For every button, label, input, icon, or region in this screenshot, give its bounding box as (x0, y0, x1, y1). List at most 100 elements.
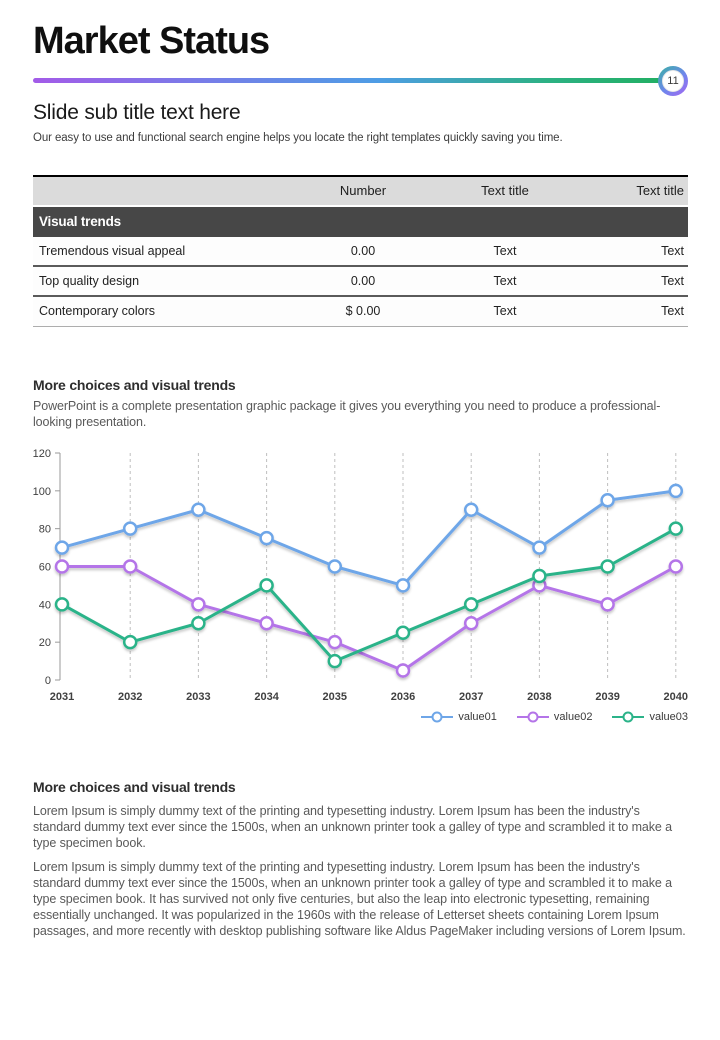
legend-marker-icon (516, 711, 549, 723)
table-header-row: Number Text title Text title (33, 176, 688, 205)
data-point (600, 597, 615, 612)
table-header-cell: Text title (636, 183, 684, 199)
slide-subtitle: Slide sub title text here (33, 100, 241, 124)
table-row: Top quality design 0.00 Text Text (33, 266, 688, 297)
series-value01 (54, 483, 684, 594)
text-section-heading: More choices and visual trends (33, 779, 236, 796)
x-tick-label: 2033 (186, 691, 210, 703)
series-line (60, 489, 678, 588)
data-point (395, 625, 411, 641)
legend-label: value03 (649, 711, 688, 724)
y-tick-label: 0 (45, 675, 51, 687)
data-point (122, 521, 138, 537)
x-tick-label: 2034 (254, 691, 279, 703)
y-tick-label: 80 (39, 524, 51, 536)
x-tick-label: 2038 (527, 691, 551, 703)
row-number: 0.00 (350, 243, 376, 258)
chart-legend: value01 value02 value03 (30, 711, 688, 723)
table-section-header: Visual trends (33, 206, 688, 237)
data-point (668, 559, 684, 575)
data-point (463, 597, 479, 612)
slide: Market Status 11 Slide sub title text he… (33, 20, 688, 939)
data-point (395, 663, 411, 679)
x-tick-label: 2031 (50, 691, 74, 703)
data-point (395, 578, 411, 594)
row-label: Tremendous visual appeal (39, 243, 186, 258)
y-tick-label: 60 (39, 562, 51, 574)
data-point (191, 597, 206, 612)
row-label: Top quality design (39, 273, 140, 288)
legend-marker-icon (421, 711, 454, 723)
legend-item-value02: value02 (516, 711, 593, 724)
page-number: 11 (662, 69, 684, 92)
table-header-cell: Number (339, 183, 387, 199)
legend-label: value02 (553, 711, 593, 724)
row-number: 0.00 (350, 273, 376, 288)
data-point (668, 521, 684, 537)
row-text: Text (493, 304, 517, 319)
paragraph: Lorem Ipsum is simply dummy text of the … (33, 804, 672, 851)
table-row: Tremendous visual appeal 0.00 Text Text (33, 236, 688, 267)
chart-section-body: PowerPoint is a complete presentation gr… (33, 398, 661, 430)
row-text: Text (493, 273, 517, 288)
y-tick-label: 20 (39, 638, 51, 650)
data-point (122, 559, 138, 575)
x-tick-label: 2036 (391, 691, 415, 703)
data-point (122, 635, 138, 650)
legend-item-value01: value01 (421, 711, 497, 723)
row-text: Text (661, 243, 684, 258)
paragraph: Lorem Ipsum is simply dummy text of the … (33, 860, 686, 939)
series-line (60, 565, 678, 673)
y-tick-label: 100 (33, 486, 51, 498)
page-number-badge: 11 (658, 65, 688, 96)
chart-section: More choices and visual trends PowerPoin… (33, 377, 688, 724)
chart-section-heading: More choices and visual trends (33, 376, 236, 393)
data-table: Number Text title Text title Visual tren… (33, 174, 688, 327)
page-title: Market Status (33, 20, 270, 62)
legend-marker-icon (612, 711, 645, 723)
series-value03 (54, 521, 684, 669)
series-value02 (54, 559, 684, 679)
table-row: Contemporary colors $ 0.00 Text Text (33, 296, 688, 327)
data-point (191, 502, 206, 518)
y-tick-label: 40 (39, 600, 51, 612)
y-tick-label: 120 (33, 448, 51, 460)
data-point (54, 540, 70, 556)
data-point (600, 559, 615, 575)
data-point (463, 616, 479, 631)
x-tick-label: 2040 (664, 691, 688, 703)
row-text: Text (493, 243, 517, 258)
data-point (191, 616, 206, 631)
data-point (54, 559, 70, 575)
data-point (259, 531, 274, 546)
legend-label: value01 (458, 711, 497, 724)
row-number: $ 0.00 (345, 304, 381, 319)
data-point (532, 569, 547, 584)
data-point (600, 493, 615, 508)
title-divider-row: 11 (33, 65, 688, 97)
data-point (327, 654, 343, 669)
data-point (668, 483, 684, 499)
line-chart: 0 20 40 60 80 100 120 2031 2032 2033 2034 2035 2036 2… (30, 443, 688, 723)
row-label: Contemporary colors (39, 304, 156, 319)
x-tick-label: 2035 (323, 691, 347, 703)
data-point (54, 597, 70, 612)
slide-description: Our easy to use and functional search en… (33, 131, 563, 144)
x-tick-label: 2032 (118, 691, 142, 703)
x-tick-label: 2037 (459, 691, 483, 703)
legend-item-value03: value03 (612, 711, 688, 723)
data-point (463, 502, 479, 518)
table-header-cell: Text title (481, 183, 529, 199)
data-point (327, 635, 343, 650)
data-point (327, 559, 343, 575)
row-text: Text (661, 273, 684, 288)
data-point (532, 540, 547, 556)
series-line (60, 527, 678, 663)
data-point (259, 616, 274, 631)
gradient-divider (33, 78, 661, 84)
row-text: Text (661, 304, 684, 319)
x-tick-label: 2039 (595, 691, 619, 703)
data-point (259, 578, 274, 594)
text-section: More choices and visual trends Lorem Ips… (33, 779, 688, 939)
